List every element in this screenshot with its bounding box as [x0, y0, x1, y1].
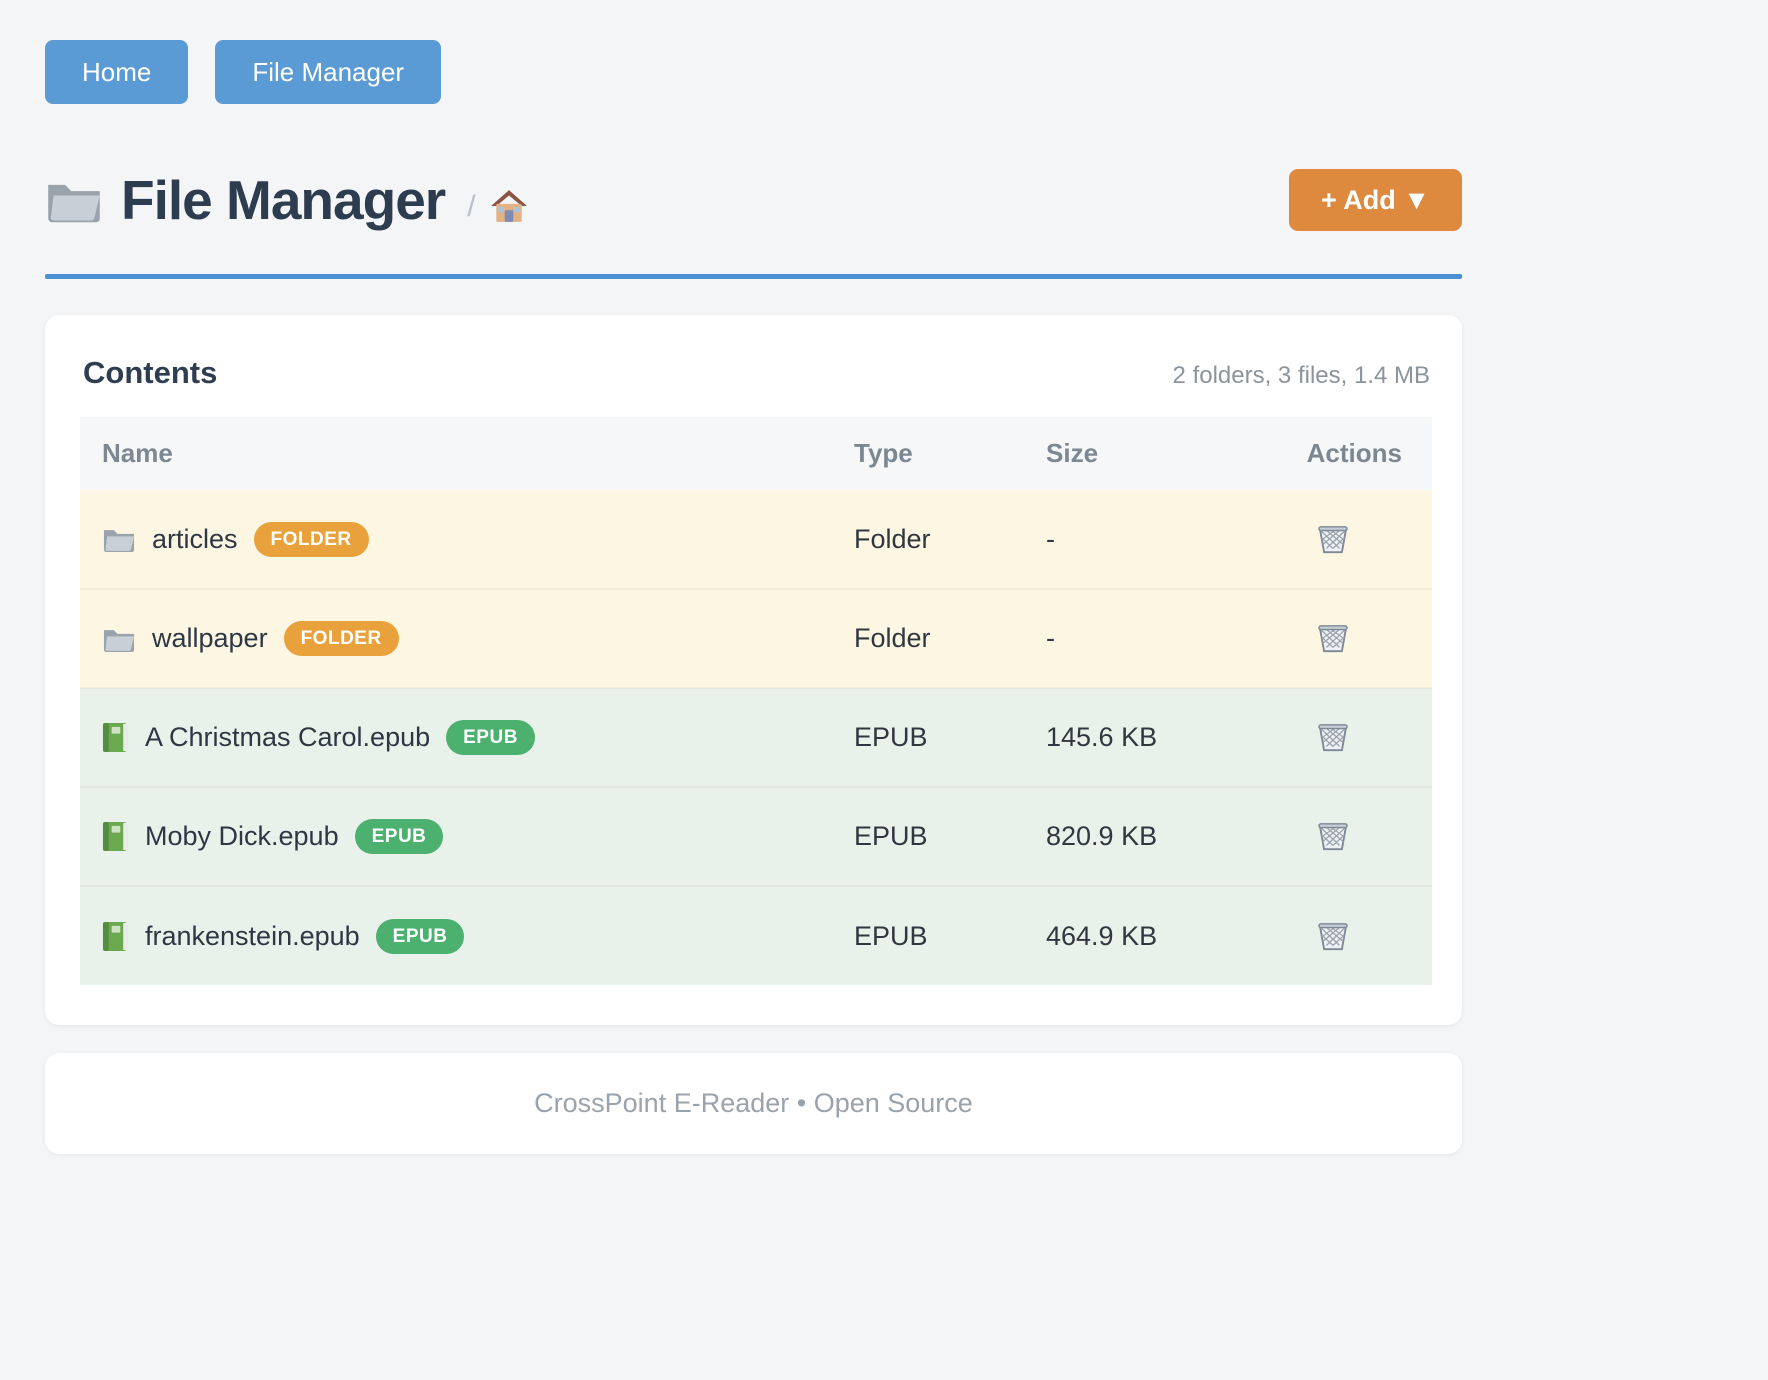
table-row: A Christmas Carol.epub EPUB EPUB 145.6 K… — [80, 687, 1432, 787]
home-button[interactable]: Home — [45, 40, 189, 104]
page-title: File Manager — [121, 169, 446, 231]
table-row: frankenstein.epub EPUB EPUB 464.9 KB — [80, 885, 1432, 985]
trash-icon — [1317, 722, 1349, 752]
type-cell: Folder — [854, 523, 931, 554]
type-cell: EPUB — [830, 885, 1022, 985]
files-table: Name Type Size Actions — [80, 417, 1432, 985]
house-icon[interactable] — [490, 188, 528, 224]
top-nav: Home File Manager — [45, 40, 1462, 104]
book-icon — [102, 821, 129, 852]
trash-icon — [1317, 623, 1349, 653]
type-cell: EPUB — [830, 687, 1022, 787]
breadcrumb-separator: / — [467, 190, 476, 223]
contents-table-body: articles FOLDER Folder - — [80, 490, 1432, 985]
column-header-name: Name — [102, 438, 173, 468]
type-cell: EPUB — [830, 786, 1022, 886]
delete-button[interactable] — [1313, 520, 1353, 558]
title-divider — [45, 274, 1462, 279]
delete-button[interactable] — [1313, 817, 1353, 855]
add-button[interactable]: + Add ▼ — [1289, 169, 1462, 231]
column-header-type: Type — [854, 438, 913, 468]
footer-text: CrossPoint E-Reader • Open Source — [534, 1088, 973, 1118]
file-type-badge: EPUB — [446, 720, 535, 755]
file-manager-button[interactable]: File Manager — [215, 40, 442, 104]
delete-button[interactable] — [1313, 917, 1353, 955]
trash-icon — [1317, 821, 1349, 851]
file-name[interactable]: wallpaper — [152, 623, 268, 653]
contents-summary: 2 folders, 3 files, 1.4 MB — [1172, 362, 1430, 389]
contents-card: Contents 2 folders, 3 files, 1.4 MB Name… — [45, 315, 1462, 1025]
file-name[interactable]: articles — [152, 523, 238, 554]
folder-icon — [102, 525, 136, 553]
size-cell: 820.9 KB — [1022, 786, 1234, 886]
table-row: wallpaper FOLDER Folder - — [80, 588, 1432, 688]
title-wrap: File Manager / — [45, 168, 528, 232]
folder-icon — [102, 625, 136, 653]
book-icon — [102, 921, 129, 952]
book-icon — [102, 722, 129, 753]
column-header-actions: Actions — [1306, 438, 1402, 468]
table-row: Moby Dick.epub EPUB EPUB 820.9 KB — [80, 786, 1432, 886]
size-cell: - — [1046, 523, 1055, 554]
folder-icon — [45, 176, 103, 224]
footer: CrossPoint E-Reader • Open Source — [45, 1053, 1462, 1154]
page-container: Home File Manager File Manager / — [45, 0, 1462, 1154]
delete-button[interactable] — [1313, 619, 1353, 657]
file-type-badge: FOLDER — [283, 621, 399, 656]
size-cell: 145.6 KB — [1022, 687, 1234, 787]
file-type-badge: EPUB — [354, 819, 444, 854]
size-cell: - — [1022, 588, 1234, 688]
contents-heading: Contents — [83, 355, 218, 390]
file-type-badge: FOLDER — [253, 521, 369, 557]
file-type-badge: EPUB — [375, 918, 465, 954]
size-cell: 464.9 KB — [1022, 885, 1234, 985]
contents-card-header: Contents 2 folders, 3 files, 1.4 MB — [80, 355, 1432, 391]
file-name[interactable]: Moby Dick.epub — [145, 821, 339, 851]
trash-icon — [1317, 524, 1349, 554]
table-row: articles FOLDER Folder - — [80, 490, 1432, 589]
file-name[interactable]: A Christmas Carol.epub — [145, 722, 431, 752]
table-header-row: Name Type Size Actions — [80, 417, 1432, 490]
page-header: File Manager / + Add ▼ — [45, 168, 1462, 232]
column-header-size: Size — [1046, 438, 1099, 468]
trash-icon — [1317, 921, 1349, 951]
delete-button[interactable] — [1313, 718, 1353, 756]
file-name[interactable]: frankenstein.epub — [145, 920, 360, 951]
type-cell: Folder — [830, 588, 1022, 688]
